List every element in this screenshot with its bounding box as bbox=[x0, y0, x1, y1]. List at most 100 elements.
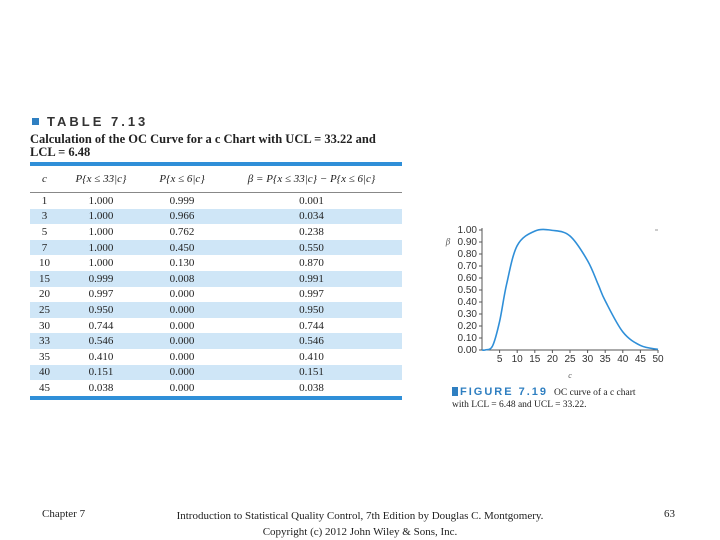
table-cell: 0.000 bbox=[143, 364, 222, 381]
footer-citation: Introduction to Statistical Quality Cont… bbox=[150, 508, 570, 540]
table-row: 45 0.038 0.000 0.038 bbox=[30, 380, 402, 396]
page-number: 63 bbox=[664, 508, 675, 520]
y-tick-label: 0.00 bbox=[458, 345, 478, 356]
table-body: 1 1.000 0.999 0.001 3 1.000 0.966 0.034 5 1.000 0.… bbox=[30, 192, 402, 396]
table-cell: 0.000 bbox=[143, 286, 222, 303]
table-cell: 30 bbox=[30, 317, 59, 334]
y-axis-label: β bbox=[445, 236, 451, 246]
x-tick-label: 10 bbox=[512, 354, 524, 365]
table-cell: 0.450 bbox=[143, 239, 222, 256]
table-cell: 0.008 bbox=[143, 270, 222, 287]
x-tick-label: 45 bbox=[635, 354, 647, 365]
table-row: 25 0.950 0.000 0.950 bbox=[30, 302, 402, 318]
table-cell: 0.966 bbox=[143, 208, 222, 225]
table-cell: 0.870 bbox=[221, 255, 402, 271]
table-frame: c P{x ≤ 33|c} P{x ≤ 6|c} β = P{x ≤ 33|c}… bbox=[30, 162, 402, 400]
y-tick-label: 1.00 bbox=[458, 225, 478, 236]
table-cell: 0.950 bbox=[221, 302, 402, 318]
table-row: 20 0.997 0.000 0.997 bbox=[30, 286, 402, 303]
table-row: 33 0.546 0.000 0.546 bbox=[30, 333, 402, 349]
table-cell: 0.000 bbox=[143, 333, 222, 349]
y-tick-label: 0.50 bbox=[458, 285, 478, 296]
header-beta: β = P{x ≤ 33|c} − P{x ≤ 6|c} bbox=[221, 166, 402, 193]
table-cell: 15 bbox=[30, 270, 59, 287]
table-cell: 40 bbox=[30, 364, 59, 381]
table-row: 10 1.000 0.130 0.870 bbox=[30, 255, 402, 271]
oc-curve-chart: 0.00 0.10 0.20 0.30 0.40 0.50 0.60 0.70 0.80 0.90… bbox=[440, 222, 680, 382]
table-row: 7 1.000 0.450 0.550 bbox=[30, 239, 402, 256]
table-cell: 5 bbox=[30, 224, 59, 240]
table-cell: 1.000 bbox=[58, 239, 143, 256]
x-tick-label: 20 bbox=[547, 354, 559, 365]
table-caption: Calculation of the OC Curve for a c Char… bbox=[30, 132, 376, 159]
oc-curve-line bbox=[481, 228, 659, 352]
header-c: c bbox=[30, 166, 59, 193]
table-cell: 0.744 bbox=[58, 317, 143, 334]
oc-table: c P{x ≤ 33|c} P{x ≤ 6|c} β = P{x ≤ 33|c}… bbox=[30, 166, 402, 396]
x-tick-label: 35 bbox=[600, 354, 612, 365]
table-number: TABLE 7.13 bbox=[47, 113, 149, 129]
table-row: 35 0.410 0.000 0.410 bbox=[30, 348, 402, 365]
y-tick-label: 0.20 bbox=[458, 321, 478, 332]
table-cell: 0.546 bbox=[58, 333, 143, 349]
table-cell: 3 bbox=[30, 208, 59, 225]
table-cell: 0.130 bbox=[143, 255, 222, 271]
figure-caption-line2: with LCL = 6.48 and UCL = 33.22. bbox=[452, 400, 587, 410]
square-bullet-icon bbox=[452, 387, 458, 396]
table-row: 1 1.000 0.999 0.001 bbox=[30, 192, 402, 209]
table-cell: 0.546 bbox=[221, 333, 402, 349]
table-cell: 7 bbox=[30, 239, 59, 256]
table-cell: 0.410 bbox=[58, 348, 143, 365]
y-tick-label: 0.80 bbox=[458, 249, 478, 260]
table-cell: 0.991 bbox=[221, 270, 402, 287]
table-cell: 0.000 bbox=[143, 380, 222, 396]
y-tick-label: 0.30 bbox=[458, 309, 478, 320]
x-tick-label: 5 bbox=[497, 354, 503, 365]
x-tick-label: 30 bbox=[582, 354, 594, 365]
header-p-ucl: P{x ≤ 33|c} bbox=[58, 166, 143, 193]
table-cell: 35 bbox=[30, 348, 59, 365]
table-cell: 1.000 bbox=[58, 192, 143, 209]
square-bullet-icon bbox=[32, 117, 39, 125]
table-cell: 0.151 bbox=[58, 364, 143, 381]
figure-caption-block: FIGURE 7.19 OC curve of a c chart with LC… bbox=[452, 386, 692, 411]
table-cell: 0.000 bbox=[143, 302, 222, 318]
table-cell: 0.001 bbox=[221, 192, 402, 209]
table-cell: 0.410 bbox=[221, 348, 402, 365]
table-row: 30 0.744 0.000 0.744 bbox=[30, 317, 402, 334]
table-heading: TABLE 7.13 bbox=[30, 112, 402, 130]
table-cell: 0.999 bbox=[58, 270, 143, 287]
x-tick-label: 25 bbox=[564, 354, 576, 365]
table-cell: 33 bbox=[30, 333, 59, 349]
y-tick-label: 0.10 bbox=[458, 333, 478, 344]
x-axis-label: c bbox=[568, 371, 572, 380]
footer-citation-line1: Introduction to Statistical Quality Cont… bbox=[176, 510, 544, 522]
table-cell: 0.034 bbox=[221, 208, 402, 225]
table-cell: 1 bbox=[30, 192, 59, 209]
x-tick-label: 50 bbox=[652, 354, 664, 365]
figure-caption-line1: OC curve of a c chart bbox=[554, 388, 636, 398]
table-cell: 0.238 bbox=[221, 224, 402, 240]
table-cell: 0.550 bbox=[221, 239, 402, 256]
table-cell: 0.038 bbox=[58, 380, 143, 396]
table-cell: 0.000 bbox=[143, 317, 222, 334]
oc-table-block: TABLE 7.13 Calculation of the OC Curve f… bbox=[30, 112, 402, 400]
y-tick-label: 0.90 bbox=[458, 237, 478, 248]
table-cell: 25 bbox=[30, 302, 59, 318]
table-row: 3 1.000 0.966 0.034 bbox=[30, 208, 402, 225]
table-cell: 0.950 bbox=[58, 302, 143, 318]
table-cell: 0.038 bbox=[221, 380, 402, 396]
footer-chapter: Chapter 7 bbox=[42, 508, 86, 520]
table-cell: 45 bbox=[30, 380, 59, 396]
table-row: 40 0.151 0.000 0.151 bbox=[30, 364, 402, 381]
x-tick-label: 15 bbox=[529, 354, 541, 365]
figure-number: FIGURE 7.19 bbox=[460, 386, 549, 398]
table-cell: 10 bbox=[30, 255, 59, 271]
y-tick-label: 0.60 bbox=[458, 273, 478, 284]
header-p-lcl: P{x ≤ 6|c} bbox=[143, 166, 222, 193]
footer-copyright: Copyright (c) 2012 John Wiley & Sons, In… bbox=[262, 526, 458, 538]
table-cell: 1.000 bbox=[58, 224, 143, 240]
table-cell: 0.997 bbox=[58, 286, 143, 303]
oc-curve-svg: 0.000.100.200.300.400.500.600.700.800.90… bbox=[445, 225, 664, 380]
table-row: 15 0.999 0.008 0.991 bbox=[30, 270, 402, 287]
